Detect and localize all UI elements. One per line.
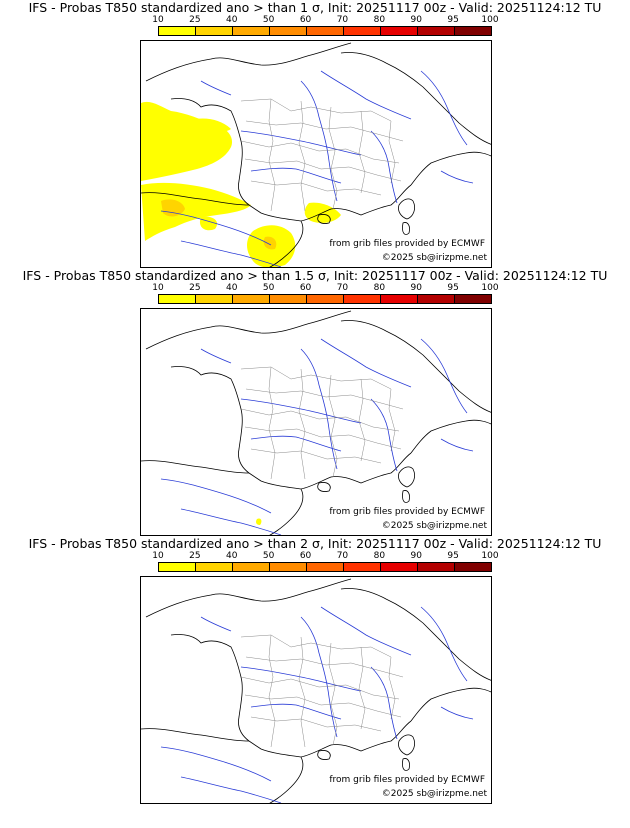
admin-boundaries [240, 366, 404, 480]
scale-swatch [344, 295, 381, 303]
scale-label: 25 [189, 15, 201, 25]
scale-swatch [159, 563, 196, 571]
probability-map: from grib files provided by ECMWF ©2025 … [140, 576, 492, 804]
scale-label: 90 [410, 551, 422, 561]
probability-map: from grib files provided by ECMWF ©2025 … [140, 40, 492, 268]
scale-swatch [233, 295, 270, 303]
scale-label: 50 [262, 15, 275, 25]
scale-label: 60 [299, 15, 312, 25]
probability-area-bay-of-biscay [196, 118, 231, 133]
scale-label: 70 [336, 551, 349, 561]
scale-label: 95 [447, 283, 459, 293]
scale-swatch [455, 27, 491, 35]
scale-label: 60 [299, 551, 312, 561]
scale-label: 10 [152, 551, 164, 561]
scale-swatch [455, 295, 491, 303]
admin-boundaries [240, 98, 404, 212]
scale-label: 90 [410, 283, 422, 293]
scale-label: 95 [447, 551, 459, 561]
scale-label: 70 [336, 15, 349, 25]
scale-swatch [344, 563, 381, 571]
scale-label: 70 [336, 283, 349, 293]
scale-label: 100 [481, 551, 499, 561]
scale-swatch [233, 563, 270, 571]
scale-label: 80 [373, 283, 386, 293]
probability-area-northern-spain [141, 182, 251, 241]
scale-swatch [270, 563, 307, 571]
scale-swatch [455, 563, 491, 571]
scale-swatch [307, 295, 344, 303]
map-panel-2: IFS - Probas T850 standardized ano > tha… [0, 268, 630, 536]
scale-swatch [307, 27, 344, 35]
copyright-notice: ©2025 sb@irizpme.net [381, 253, 487, 264]
scale-label: 10 [152, 283, 164, 293]
scale-label: 95 [447, 15, 459, 25]
copyright-notice: ©2025 sb@irizpme.net [381, 521, 487, 532]
color-scale-labels: 10 25 40 50 60 70 80 90 95 100 [152, 283, 498, 294]
scale-swatch [307, 563, 344, 571]
coastline [141, 310, 491, 535]
scale-label: 40 [226, 15, 238, 25]
scale-swatch [381, 295, 418, 303]
scale-label: 50 [262, 551, 275, 561]
probability-area-catalonia-tiny [256, 518, 262, 525]
scale-swatch [381, 27, 418, 35]
scale-label: 60 [299, 283, 312, 293]
rivers [160, 606, 474, 803]
probability-fill [256, 518, 262, 525]
source-credit: from grib files provided by ECMWF [329, 775, 485, 786]
scale-swatch [233, 27, 270, 35]
panel-title: IFS - Probas T850 standardized ano > tha… [28, 536, 602, 551]
scale-label: 40 [226, 551, 238, 561]
scale-label: 10 [152, 15, 164, 25]
scale-swatch [159, 27, 196, 35]
scale-swatch [418, 563, 455, 571]
rivers [160, 70, 474, 267]
scale-label: 100 [481, 15, 499, 25]
scale-swatch [344, 27, 381, 35]
probability-fill [141, 101, 341, 267]
rivers [160, 338, 474, 535]
scale-swatch [196, 295, 233, 303]
color-scale-bar [158, 26, 492, 36]
scale-label: 80 [373, 15, 386, 25]
map-panel-1: IFS - Probas T850 standardized ano > tha… [0, 0, 630, 268]
color-scale-labels: 10 25 40 50 60 70 80 90 95 100 [152, 551, 498, 562]
scale-label: 50 [262, 283, 275, 293]
source-credit: from grib files provided by ECMWF [329, 507, 485, 518]
panel-title: IFS - Probas T850 standardized ano > tha… [28, 0, 602, 15]
scale-swatch [270, 295, 307, 303]
copyright-notice: ©2025 sb@irizpme.net [381, 789, 487, 800]
scale-label: 100 [481, 283, 499, 293]
scale-swatch [418, 27, 455, 35]
scale-label: 25 [189, 283, 201, 293]
scale-swatch [196, 27, 233, 35]
map-canvas [141, 42, 491, 267]
scale-label: 25 [189, 551, 201, 561]
admin-boundaries [240, 634, 404, 748]
probability-area-catalonia [263, 236, 277, 250]
color-scale-bar [158, 562, 492, 572]
probability-map: from grib files provided by ECMWF ©2025 … [140, 308, 492, 536]
color-scale-labels: 10 25 40 50 60 70 80 90 95 100 [152, 15, 498, 26]
scale-label: 90 [410, 15, 422, 25]
probability-area-bay-of-biscay [141, 101, 233, 181]
scale-swatch [196, 563, 233, 571]
scale-label: 80 [373, 551, 386, 561]
map-canvas [141, 578, 491, 803]
coastline [141, 578, 491, 803]
panel-title: IFS - Probas T850 standardized ano > tha… [22, 268, 608, 283]
map-canvas [141, 310, 491, 535]
map-panel-3: IFS - Probas T850 standardized ano > tha… [0, 536, 630, 804]
scale-label: 40 [226, 283, 238, 293]
scale-swatch [381, 563, 418, 571]
scale-swatch [270, 27, 307, 35]
color-scale-bar [158, 294, 492, 304]
scale-swatch [418, 295, 455, 303]
source-credit: from grib files provided by ECMWF [329, 239, 485, 250]
probability-area-northern-spain [161, 199, 185, 217]
scale-swatch [159, 295, 196, 303]
